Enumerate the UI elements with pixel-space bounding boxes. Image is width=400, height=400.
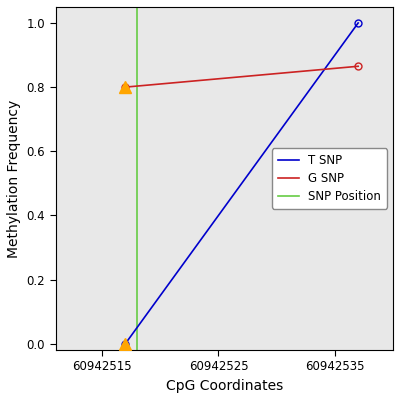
Legend: T SNP, G SNP, SNP Position: T SNP, G SNP, SNP Position	[272, 148, 387, 209]
Y-axis label: Methylation Frequency: Methylation Frequency	[7, 99, 21, 258]
X-axis label: CpG Coordinates: CpG Coordinates	[166, 379, 283, 393]
